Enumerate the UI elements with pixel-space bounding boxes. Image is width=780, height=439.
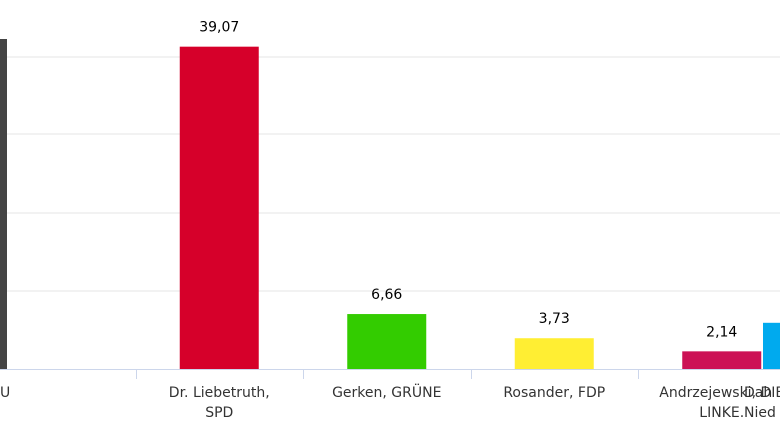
bar[interactable] (763, 322, 780, 369)
category-label-line: LINKE. (699, 405, 744, 421)
data-label: 2,14 (706, 324, 737, 340)
gridlines (0, 56, 780, 379)
bar[interactable] (179, 46, 259, 370)
category-label-line: Andrzejewski, DIE (659, 385, 780, 401)
category-label: U (0, 385, 10, 401)
category-label: Andrzejewski, DIE LINKE. (659, 385, 780, 421)
category-label-line: Dah (744, 385, 772, 401)
category-label-line: SPD (205, 405, 233, 421)
value-labels: 39,07 6,66 3,73 2,14 (199, 20, 737, 341)
x-axis-labels: U Dr. Liebetruth, SPD Gerken, GRÜNE Rosander… (0, 383, 780, 421)
bar[interactable] (514, 338, 594, 369)
category-label-line: Gerken, GRÜNE (332, 383, 441, 401)
bar[interactable] (347, 314, 427, 369)
data-label: 6,66 (371, 287, 402, 303)
bar[interactable] (682, 351, 762, 369)
category-label-line: Rosander, FDP (503, 385, 605, 401)
category-label-line: U (0, 385, 10, 401)
bar[interactable] (0, 39, 7, 369)
category-label: Gerken, GRÜNE (332, 383, 441, 401)
category-label-line: Dr. Liebetruth, (169, 385, 270, 401)
category-label: Dah Nied (744, 385, 776, 421)
category-label: Rosander, FDP (503, 385, 605, 401)
category-label: Dr. Liebetruth, SPD (169, 385, 270, 421)
data-label: 3,73 (539, 311, 570, 327)
bars (0, 39, 780, 370)
data-label: 39,07 (199, 20, 239, 36)
category-label-line: Nied (744, 405, 776, 421)
